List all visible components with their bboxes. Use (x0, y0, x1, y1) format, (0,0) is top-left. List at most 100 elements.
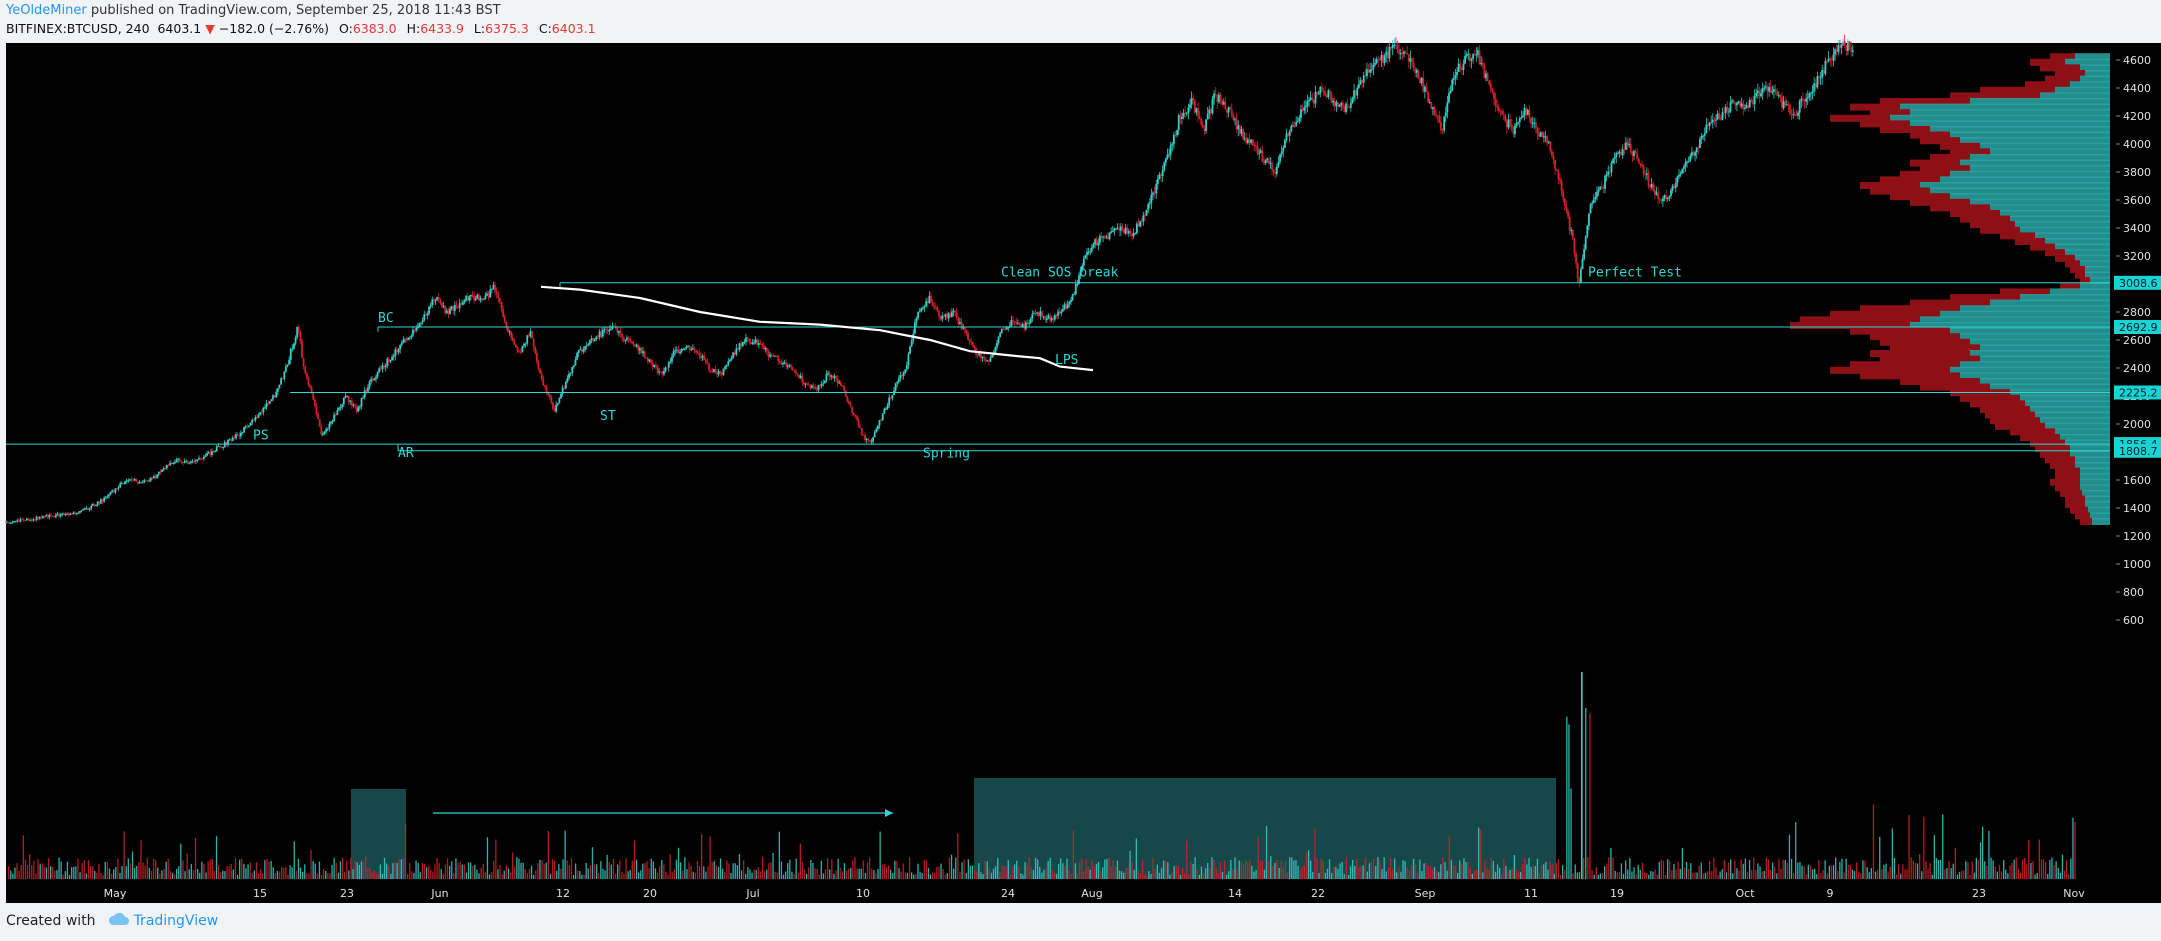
volume-bar (1219, 862, 1221, 879)
candle-body (1847, 41, 1849, 51)
candle-body (275, 391, 278, 398)
volume-bar (822, 873, 825, 879)
volume-profile-bar (1890, 344, 1980, 352)
candle-body (563, 387, 566, 389)
volume-bar (598, 873, 600, 879)
candle-body (1219, 94, 1222, 101)
volume-bar (1341, 861, 1343, 879)
candle-body (1399, 53, 1402, 55)
candle-body (1224, 101, 1227, 110)
candle-body (1145, 209, 1148, 216)
candle-body (1272, 169, 1275, 172)
volume-bar (2070, 858, 2072, 879)
candle-body (978, 352, 981, 356)
volume-bar (782, 874, 785, 879)
volume-bar (978, 863, 980, 879)
volume-bar (446, 858, 449, 879)
candle-body (1126, 227, 1129, 234)
candle-body (1375, 59, 1378, 64)
volume-bar (1744, 858, 1746, 879)
candle-body (1721, 112, 1724, 120)
candle-body (217, 445, 220, 447)
volume-bar (915, 873, 917, 879)
candle-body (159, 471, 162, 473)
candle-body (1727, 111, 1730, 113)
candle-body (1703, 133, 1706, 136)
volume-bar (864, 872, 867, 879)
author-link[interactable]: YeOldeMiner (6, 3, 87, 18)
volume-profile-bar (1970, 400, 2025, 408)
candle-body (973, 345, 976, 349)
volume-profile-bar (1960, 361, 2110, 369)
volume-bar (1940, 860, 1942, 879)
candle-body (1700, 136, 1703, 139)
volume-bar (1039, 866, 1041, 879)
volume-bar (52, 866, 54, 879)
volume-bar (614, 873, 617, 879)
candle-body (439, 298, 442, 304)
volume-bar (75, 866, 77, 879)
annotation-spring: Spring (923, 447, 970, 462)
volume-bar (230, 863, 232, 879)
volume-profile-bar (1930, 187, 2110, 195)
candle-body (1753, 96, 1756, 105)
volume-bar (1144, 874, 1146, 879)
volume-bar (1018, 866, 1020, 879)
volume-bar (921, 873, 923, 879)
candle-body (1171, 143, 1174, 146)
volume-bar (1335, 867, 1337, 879)
candle-body (214, 450, 217, 452)
volume-profile-bar (1990, 417, 2040, 425)
volume-bar (1606, 863, 1608, 879)
candle-body (812, 385, 815, 387)
candle-body (1769, 87, 1772, 93)
volume-bar (904, 872, 906, 879)
candle-body (74, 512, 77, 514)
candle-body (1218, 94, 1220, 103)
candle-body (542, 378, 545, 386)
volume-bar (768, 863, 770, 879)
volume-bar (1948, 860, 1950, 879)
volume-bar (833, 873, 835, 879)
candle-body (754, 339, 757, 343)
candle-body (864, 434, 866, 441)
candle-body (325, 429, 328, 432)
volume-bar (1788, 834, 1791, 879)
volume-profile-bar (1870, 333, 1960, 341)
volume-bar (362, 862, 365, 879)
volume-bar (488, 874, 491, 879)
volume-profile-bar (1870, 350, 1970, 357)
candle-body (653, 364, 656, 367)
volume-profile-bar (2070, 450, 2110, 458)
candle-body (1739, 101, 1742, 107)
volume-bar (2003, 860, 2005, 879)
volume-bar (1807, 864, 1809, 879)
candle-body (1489, 84, 1492, 90)
candle-body (909, 346, 911, 354)
volume-bar (457, 862, 459, 879)
volume-bar (1125, 867, 1127, 879)
volume-profile-bar (2092, 518, 2110, 525)
candle-body (1531, 123, 1534, 125)
candle-body (9, 522, 12, 524)
candle-body (201, 458, 204, 460)
volume-bar (1843, 872, 1845, 879)
candle-body (172, 463, 175, 465)
candle-body (82, 508, 85, 511)
volume-bar (1011, 866, 1014, 879)
candle-body (875, 428, 878, 433)
candle-body (1012, 320, 1014, 322)
candle-body (1155, 184, 1158, 194)
candle-body (148, 480, 151, 482)
tradingview-brand-link[interactable]: TradingView (133, 913, 219, 929)
volume-bar (1471, 873, 1473, 879)
candle-body (85, 508, 88, 510)
volume-bar (400, 859, 402, 879)
candle-body (1092, 244, 1095, 248)
volume-bar (587, 868, 589, 879)
price-tick-label: 2000 (2123, 418, 2151, 431)
volume-bar (1480, 829, 1482, 879)
volume-bar (1286, 872, 1289, 879)
high-label: H: (406, 21, 421, 36)
